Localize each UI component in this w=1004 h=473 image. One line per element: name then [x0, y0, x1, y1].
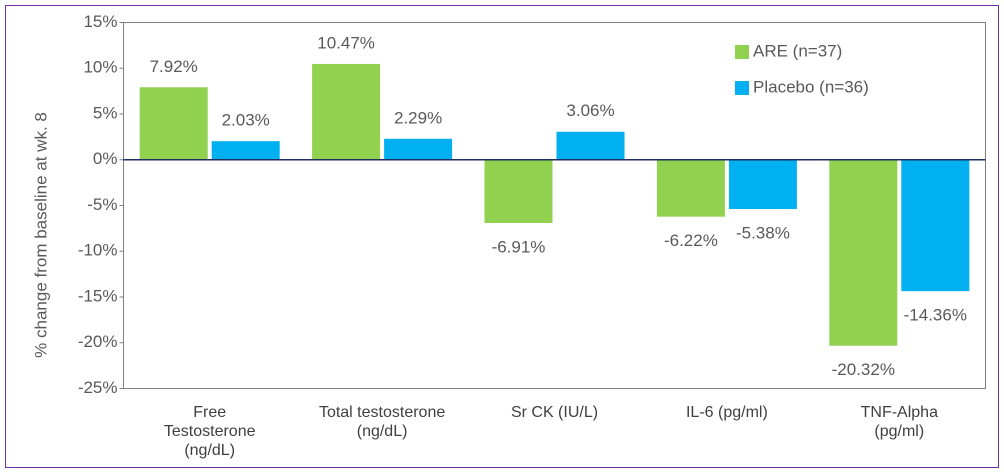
x-tick-label: TNF-Alpha (pg/ml) [860, 403, 938, 440]
data-label: 3.06% [566, 101, 614, 120]
data-label: 7.92% [150, 57, 198, 76]
legend-swatch [735, 45, 749, 59]
bar [728, 159, 797, 209]
data-label: 10.47% [317, 33, 375, 52]
legend-label: Placebo (n=36) [753, 77, 869, 96]
data-label: 2.03% [222, 111, 270, 130]
legend-label: ARE (n=37) [753, 41, 842, 60]
y-tick-label: -10% [78, 241, 118, 260]
bar [211, 141, 280, 160]
x-tick-label: IL-6 (pg/ml) [685, 403, 768, 421]
y-tick-label: 0% [93, 149, 118, 168]
chart-frame [5, 5, 999, 468]
bar [384, 138, 453, 160]
y-tick-label: -25% [78, 378, 118, 397]
bar [139, 87, 208, 160]
bar [312, 63, 381, 160]
y-tick-label: 5% [93, 103, 118, 122]
bar [556, 131, 625, 160]
x-tick-label: Total testosterone (ng/dL) [318, 403, 446, 440]
legend-swatch [735, 81, 749, 95]
y-tick-label: 15% [83, 12, 117, 31]
data-label: -5.38% [736, 223, 790, 242]
bar [484, 159, 553, 223]
data-label: 2.29% [394, 108, 442, 127]
y-tick-label: -15% [78, 286, 118, 305]
x-tick-label: Sr CK (IU/L) [510, 403, 599, 421]
y-tick-label: -5% [87, 195, 117, 214]
bar [656, 159, 725, 217]
bar [901, 159, 970, 292]
y-tick-label: 10% [83, 58, 117, 77]
data-label: -6.22% [664, 231, 718, 250]
y-axis-title: % change from baseline at wk. 8 [31, 112, 50, 358]
data-label: -6.91% [492, 237, 546, 256]
data-label: -14.36% [904, 306, 967, 325]
data-label: -20.32% [832, 360, 895, 379]
bar [829, 159, 898, 346]
y-tick-label: -20% [78, 332, 118, 351]
x-tick-label: Free Testosterone (ng/dL) [163, 403, 256, 459]
